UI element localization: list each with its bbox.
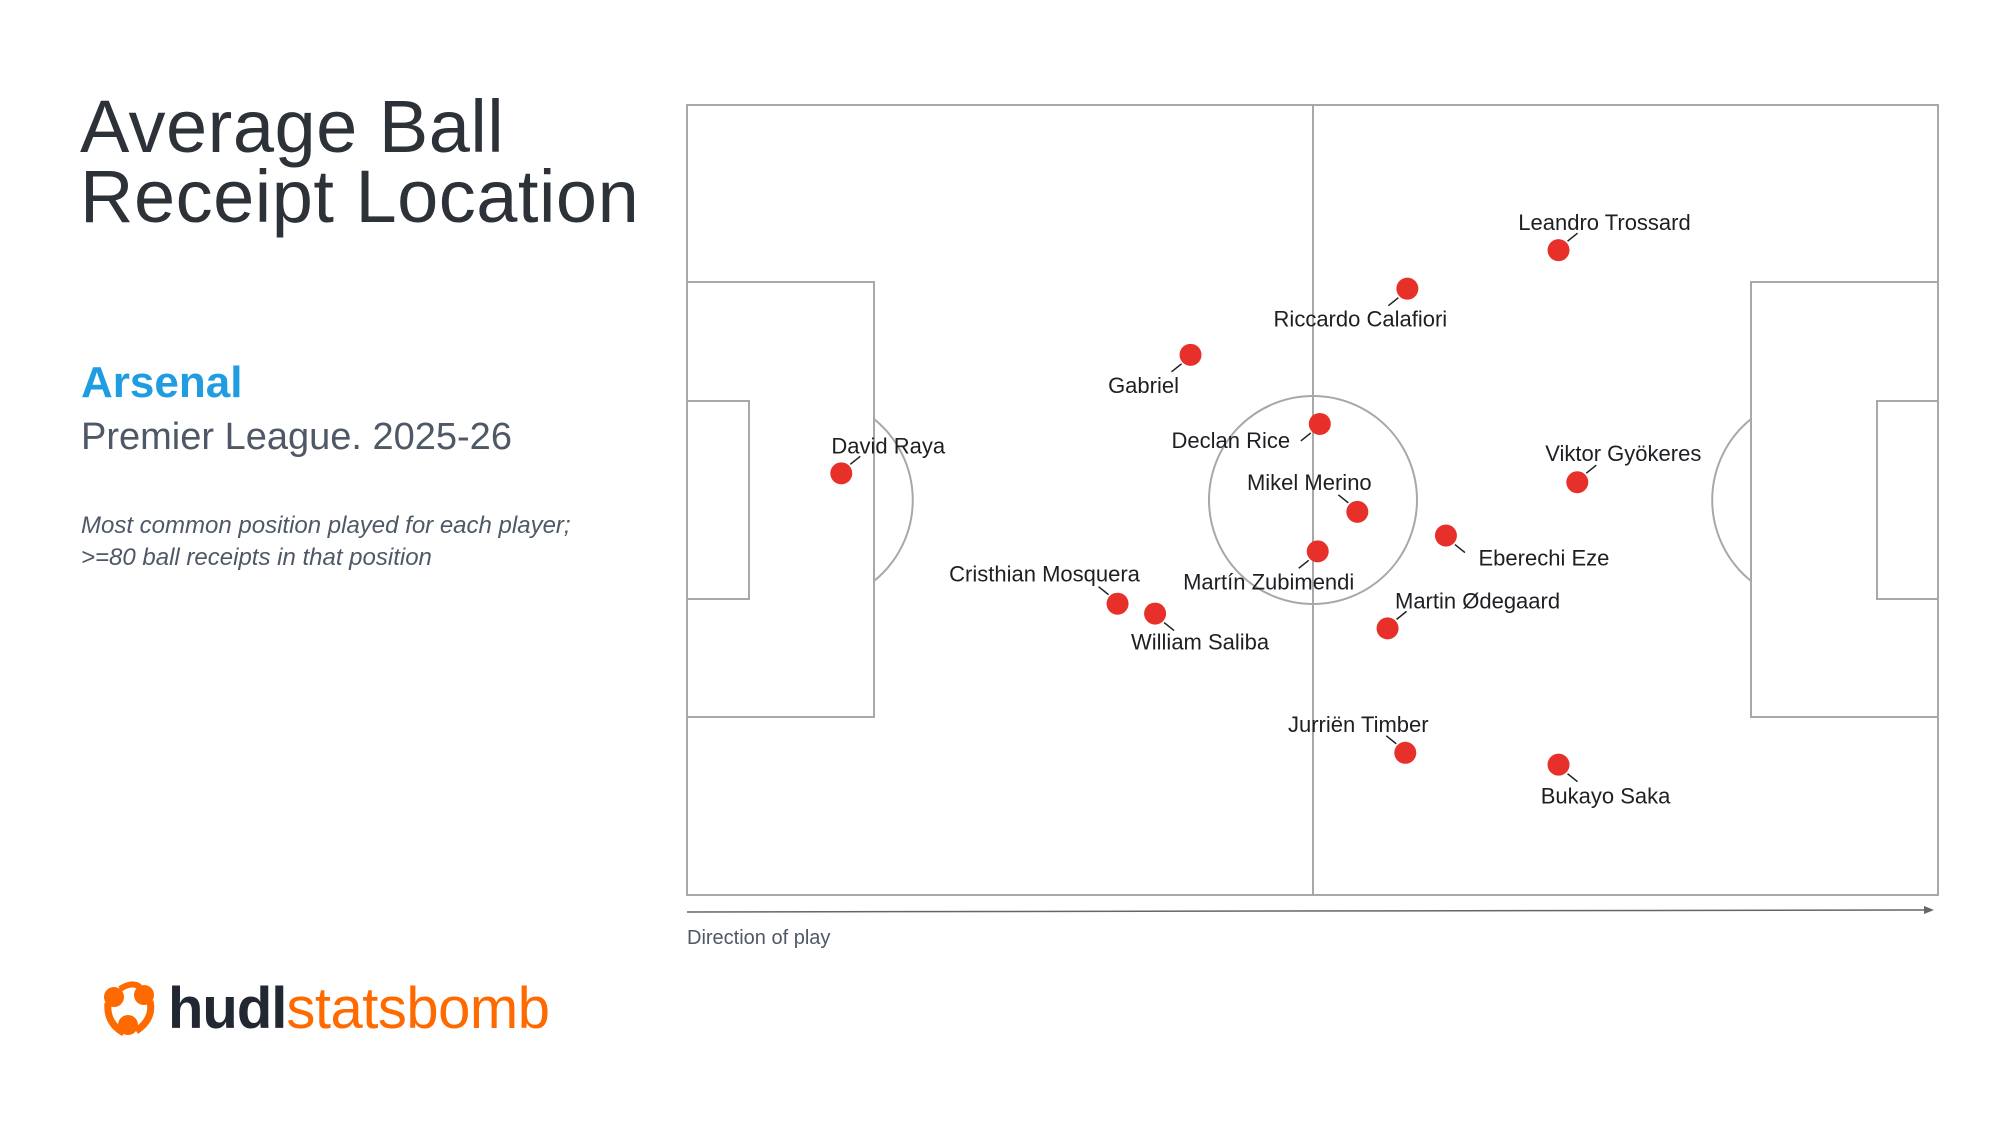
- player-point: Gabriel: [1108, 343, 1202, 398]
- player-point: Eberechi Eze: [1434, 524, 1610, 571]
- label-leader-line: [1454, 543, 1466, 554]
- player-label: Eberechi Eze: [1479, 546, 1610, 571]
- label-leader-line: [1298, 559, 1310, 569]
- label-leader-line: [849, 455, 861, 465]
- player-dot: [1434, 524, 1457, 547]
- player-point: Jurriën Timber: [1288, 712, 1429, 764]
- pitch-markings: [686, 104, 1939, 896]
- player-point: Mikel Merino: [1247, 470, 1372, 523]
- title-line-1: Average Ball: [80, 85, 505, 168]
- player-label: Riccardo Calafiori: [1274, 307, 1448, 332]
- player-label: Martin Ødegaard: [1395, 588, 1560, 613]
- player-point: Martin Ødegaard: [1376, 588, 1560, 640]
- player-point: Viktor Gyökeres: [1545, 441, 1701, 494]
- player-dot: [1547, 239, 1570, 262]
- label-leader-line: [1163, 621, 1175, 632]
- team-name: Arsenal: [81, 358, 243, 407]
- player-point: Cristhian Mosquera: [949, 562, 1141, 615]
- label-leader-line: [1171, 363, 1182, 373]
- player-dot: [1179, 343, 1202, 366]
- player-label: William Saliba: [1131, 630, 1270, 655]
- player-label: Cristhian Mosquera: [949, 562, 1141, 587]
- player-dot: [1144, 602, 1167, 625]
- player-dot: [1308, 412, 1331, 435]
- player-points: David Raya Gabriel Riccardo Calafiori Leand…: [830, 210, 1701, 809]
- player-label: Mikel Merino: [1247, 470, 1372, 495]
- label-leader-line: [1396, 610, 1408, 620]
- left-penalty-box: [686, 281, 875, 718]
- label-leader-line: [1585, 464, 1597, 474]
- center-circle: [1208, 395, 1418, 605]
- competition-season: Premier League. 2025-26: [81, 416, 512, 458]
- player-label: Jurriën Timber: [1288, 712, 1429, 737]
- note-line-2: >=80 ball receipts in that position: [81, 544, 432, 571]
- label-leader-line: [1337, 494, 1349, 504]
- label-leader-line: [1387, 297, 1399, 307]
- player-point: Leandro Trossard: [1518, 210, 1691, 262]
- label-leader-line: [1098, 586, 1110, 596]
- player-label: Declan Rice: [1171, 428, 1290, 453]
- player-point: Martín Zubimendi: [1183, 540, 1354, 594]
- player-label: Leandro Trossard: [1518, 210, 1690, 235]
- player-dot: [1376, 617, 1399, 640]
- right-penalty-arc: [1711, 418, 1752, 582]
- logo-statsbomb-text: statsbomb: [286, 976, 550, 1041]
- player-dot: [1547, 753, 1570, 776]
- player-point: David Raya: [830, 433, 946, 485]
- player-point: Declan Rice: [1171, 412, 1331, 453]
- hudl-statsbomb-logo: hudl statsbomb: [100, 975, 550, 1042]
- player-label: Martín Zubimendi: [1183, 569, 1354, 594]
- player-point: Riccardo Calafiori: [1274, 277, 1448, 332]
- player-dot: [1306, 540, 1329, 563]
- direction-of-play-label: Direction of play: [687, 927, 831, 949]
- left-six-yard-box: [686, 400, 750, 600]
- player-label: Gabriel: [1108, 373, 1179, 398]
- logo-hudl-text: hudl: [168, 976, 287, 1041]
- methodology-note: Most common position played for each pla…: [81, 510, 571, 574]
- note-line-1: Most common position played for each pla…: [81, 512, 571, 539]
- player-dot: [1396, 277, 1419, 300]
- label-leader-line: [1567, 232, 1578, 242]
- player-dot: [1566, 471, 1589, 494]
- right-penalty-box: [1750, 281, 1939, 718]
- statsbomb-logo-icon: [104, 980, 155, 1036]
- left-penalty-arc: [873, 418, 914, 582]
- page-title: Average Ball Receipt Location: [80, 85, 640, 238]
- player-dot: [1106, 592, 1129, 615]
- direction-arrow: [686, 906, 1934, 914]
- player-point: William Saliba: [1131, 602, 1270, 655]
- right-six-yard-box: [1876, 400, 1939, 600]
- player-dot: [1346, 500, 1369, 523]
- player-label: David Raya: [831, 433, 945, 458]
- player-point: Bukayo Saka: [1541, 753, 1671, 809]
- label-leader-line: [1567, 773, 1578, 783]
- player-dot: [1394, 741, 1417, 764]
- label-leader-line: [1385, 735, 1397, 745]
- player-label: Bukayo Saka: [1541, 784, 1671, 809]
- player-dot: [830, 462, 853, 485]
- player-label: Viktor Gyökeres: [1545, 441, 1701, 466]
- label-leader-line: [1300, 432, 1312, 442]
- title-line-2: Receipt Location: [80, 155, 640, 238]
